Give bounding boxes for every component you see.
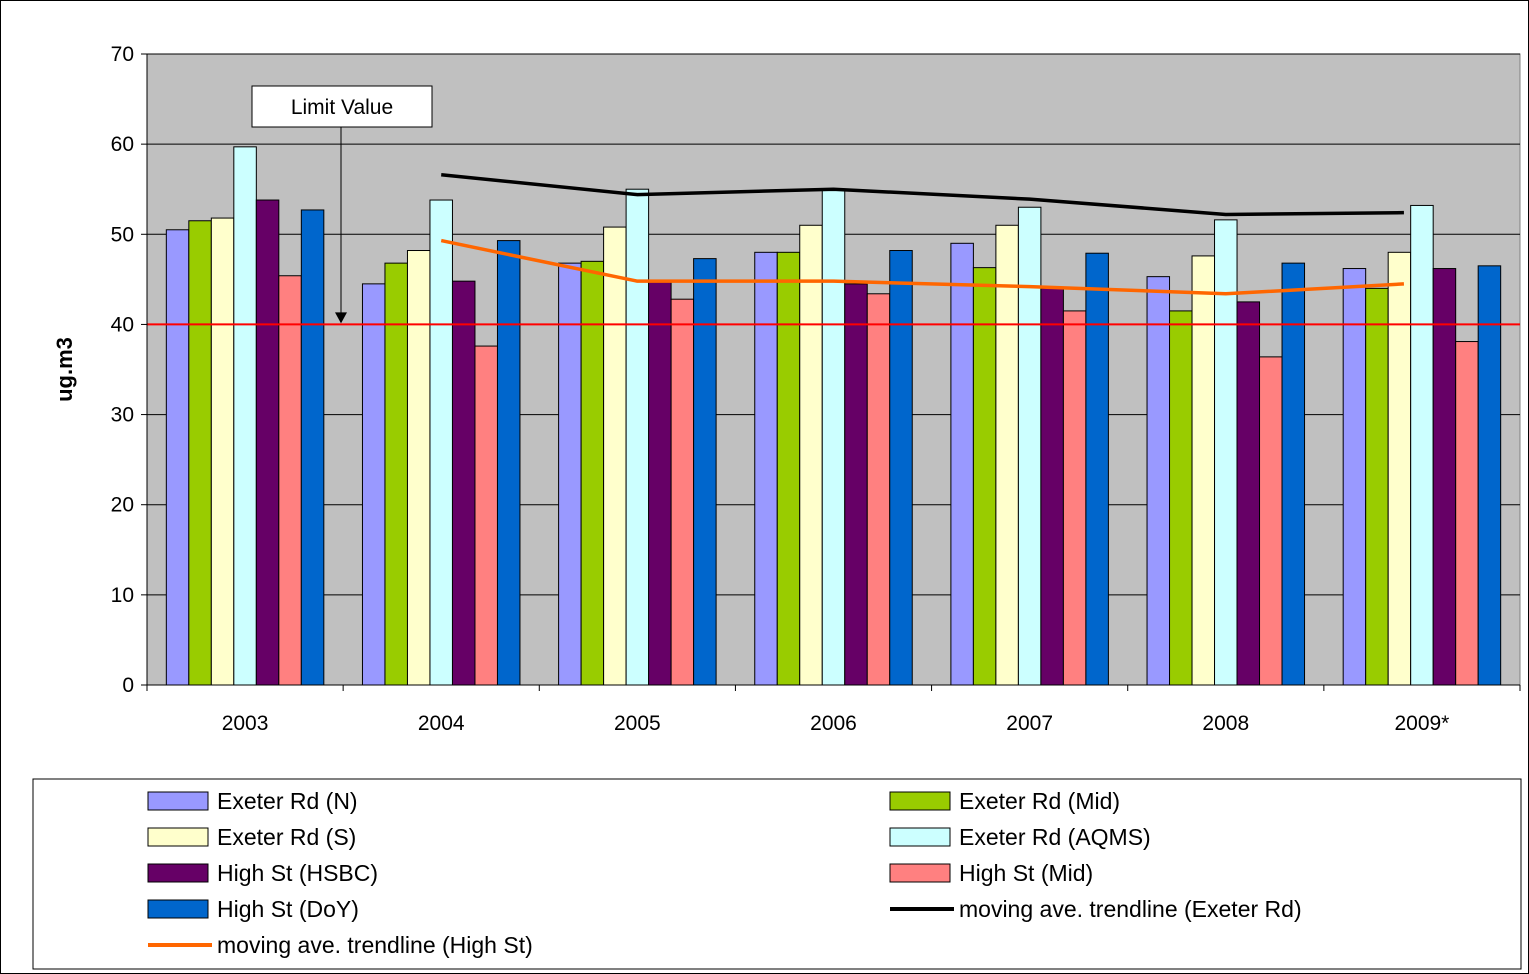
bars <box>165 146 1502 686</box>
bar-exeter-rd-n-2003 <box>165 229 190 686</box>
y-tick-label: 70 <box>111 43 134 66</box>
bar-exeter-rd-s-2006 <box>799 224 823 686</box>
bar-high-st-doy-2006 <box>889 250 913 686</box>
bar-exeter-rd-s-2003 <box>210 217 235 686</box>
y-axis: 0 10 20 30 40 50 60 70 <box>111 43 148 697</box>
bar-high-st-hsbc-2009 <box>1432 268 1457 686</box>
y-tick-label: 20 <box>111 494 134 517</box>
bar-high-st-hsbc-2004 <box>451 280 476 686</box>
y-tick-label: 40 <box>111 313 134 336</box>
legend-label-moving-ave-trendline-exeter-rd: moving ave. trendline (Exeter Rd) <box>959 896 1302 922</box>
bar-exeter-rd-aqms-2008 <box>1214 219 1238 686</box>
limit-value-annotation: Limit Value <box>251 85 433 324</box>
trendline-high-st <box>440 238 1405 296</box>
legend-label-exeter-rd-n: Exeter Rd (N) <box>217 788 358 814</box>
x-tick-label: 2006 <box>810 712 857 735</box>
bar-high-st-mid-2009 <box>1455 341 1479 686</box>
x-tick-label: 2007 <box>1006 712 1053 735</box>
trendlines <box>440 173 1405 296</box>
bar-exeter-rd-aqms-2003 <box>233 146 257 686</box>
bar-exeter-rd-aqms-2009 <box>1410 204 1434 686</box>
x-tick-label: 2009* <box>1394 712 1449 735</box>
y-tick-label: 50 <box>111 223 134 246</box>
annotation-arrowhead <box>335 312 347 324</box>
legend-swatch-high-st-doy <box>147 899 209 919</box>
bar-exeter-rd-s-2004 <box>406 250 431 686</box>
bar-high-st-hsbc-2006 <box>844 283 868 686</box>
bar-exeter-rd-mid-2004 <box>384 262 408 686</box>
x-tick-label: 2008 <box>1202 712 1249 735</box>
legend-box <box>32 778 1522 970</box>
bar-exeter-rd-n-2006 <box>754 251 778 686</box>
y-tick-label: 30 <box>111 404 134 427</box>
bar-exeter-rd-n-2004 <box>361 283 386 686</box>
bar-high-st-hsbc-2008 <box>1236 301 1261 686</box>
annotation-text: Limit Value <box>291 96 393 119</box>
trendline-exeter-rd <box>441 173 1404 217</box>
bar-exeter-rd-n-2005 <box>558 262 582 686</box>
legend-swatch-high-st-hsbc <box>147 863 209 883</box>
bar-high-st-mid-2005 <box>670 298 695 686</box>
bar-high-st-doy-2004 <box>496 240 521 686</box>
bar-exeter-rd-s-2008 <box>1191 255 1216 686</box>
bar-exeter-rd-n-2008 <box>1146 276 1171 686</box>
bar-exeter-rd-mid-2003 <box>188 220 212 686</box>
x-tick-label: 2003 <box>222 712 269 735</box>
bar-exeter-rd-n-2007 <box>950 242 974 686</box>
x-axis: 2003 2004 2005 2006 2007 2008 2009* <box>146 684 1521 735</box>
bar-high-st-mid-2003 <box>278 275 302 686</box>
legend-swatch-exeter-rd-n <box>147 791 209 811</box>
bar-exeter-rd-s-2007 <box>995 224 1019 686</box>
legend-swatch-exeter-rd-aqms <box>889 827 951 847</box>
bar-exeter-rd-aqms-2006 <box>821 188 846 686</box>
bar-high-st-doy-2005 <box>693 258 717 686</box>
legend-label-exeter-rd-s: Exeter Rd (S) <box>217 824 356 850</box>
bar-exeter-rd-s-2009 <box>1387 251 1412 686</box>
bar-high-st-doy-2008 <box>1281 262 1306 686</box>
legend-swatch-exeter-rd-mid <box>889 791 951 811</box>
x-tick-label: 2005 <box>614 712 661 735</box>
legend-label-moving-ave-trendline-high-st: moving ave. trendline (High St) <box>217 932 533 958</box>
bar-high-st-mid-2008 <box>1259 356 1283 686</box>
bar-high-st-mid-2007 <box>1062 310 1087 686</box>
bar-high-st-doy-2007 <box>1085 252 1109 686</box>
y-tick-label: 10 <box>111 584 134 607</box>
bar-exeter-rd-mid-2009 <box>1365 287 1389 686</box>
bar-exeter-rd-aqms-2004 <box>429 199 453 686</box>
legend: Exeter Rd (N) Exeter Rd (Mid) Exeter Rd (S… <box>32 778 1522 970</box>
legend-label-exeter-rd-mid: Exeter Rd (Mid) <box>959 788 1120 814</box>
legend-label-high-st-hsbc: High St (HSBC) <box>217 860 378 886</box>
bar-high-st-mid-2004 <box>474 345 498 686</box>
bar-high-st-doy-2009 <box>1477 265 1502 686</box>
legend-label-high-st-mid: High St (Mid) <box>959 860 1093 886</box>
bar-exeter-rd-mid-2006 <box>776 251 801 686</box>
y-tick-label: 0 <box>122 674 134 697</box>
bar-exeter-rd-mid-2008 <box>1169 310 1193 686</box>
bar-high-st-hsbc-2007 <box>1040 287 1064 686</box>
bar-exeter-rd-n-2009 <box>1342 268 1367 686</box>
bar-exeter-rd-s-2005 <box>603 226 627 686</box>
bar-high-st-hsbc-2003 <box>255 199 280 686</box>
bar-exeter-rd-aqms-2005 <box>625 188 650 686</box>
bar-high-st-doy-2003 <box>300 209 325 686</box>
bar-exeter-rd-aqms-2007 <box>1017 206 1042 686</box>
legend-label-exeter-rd-aqms: Exeter Rd (AQMS) <box>959 824 1151 850</box>
x-tick-label: 2004 <box>418 712 465 735</box>
y-axis-label: ug.m3 <box>52 337 77 402</box>
legend-swatch-exeter-rd-s <box>147 827 209 847</box>
bar-high-st-mid-2006 <box>866 293 891 686</box>
y-tick-label: 60 <box>111 133 134 156</box>
annotation-box <box>251 85 433 128</box>
bar-high-st-hsbc-2005 <box>648 281 672 686</box>
bar-exeter-rd-mid-2007 <box>972 267 997 686</box>
legend-label-high-st-doy: High St (DoY) <box>217 896 359 922</box>
legend-swatch-high-st-mid <box>889 863 951 883</box>
